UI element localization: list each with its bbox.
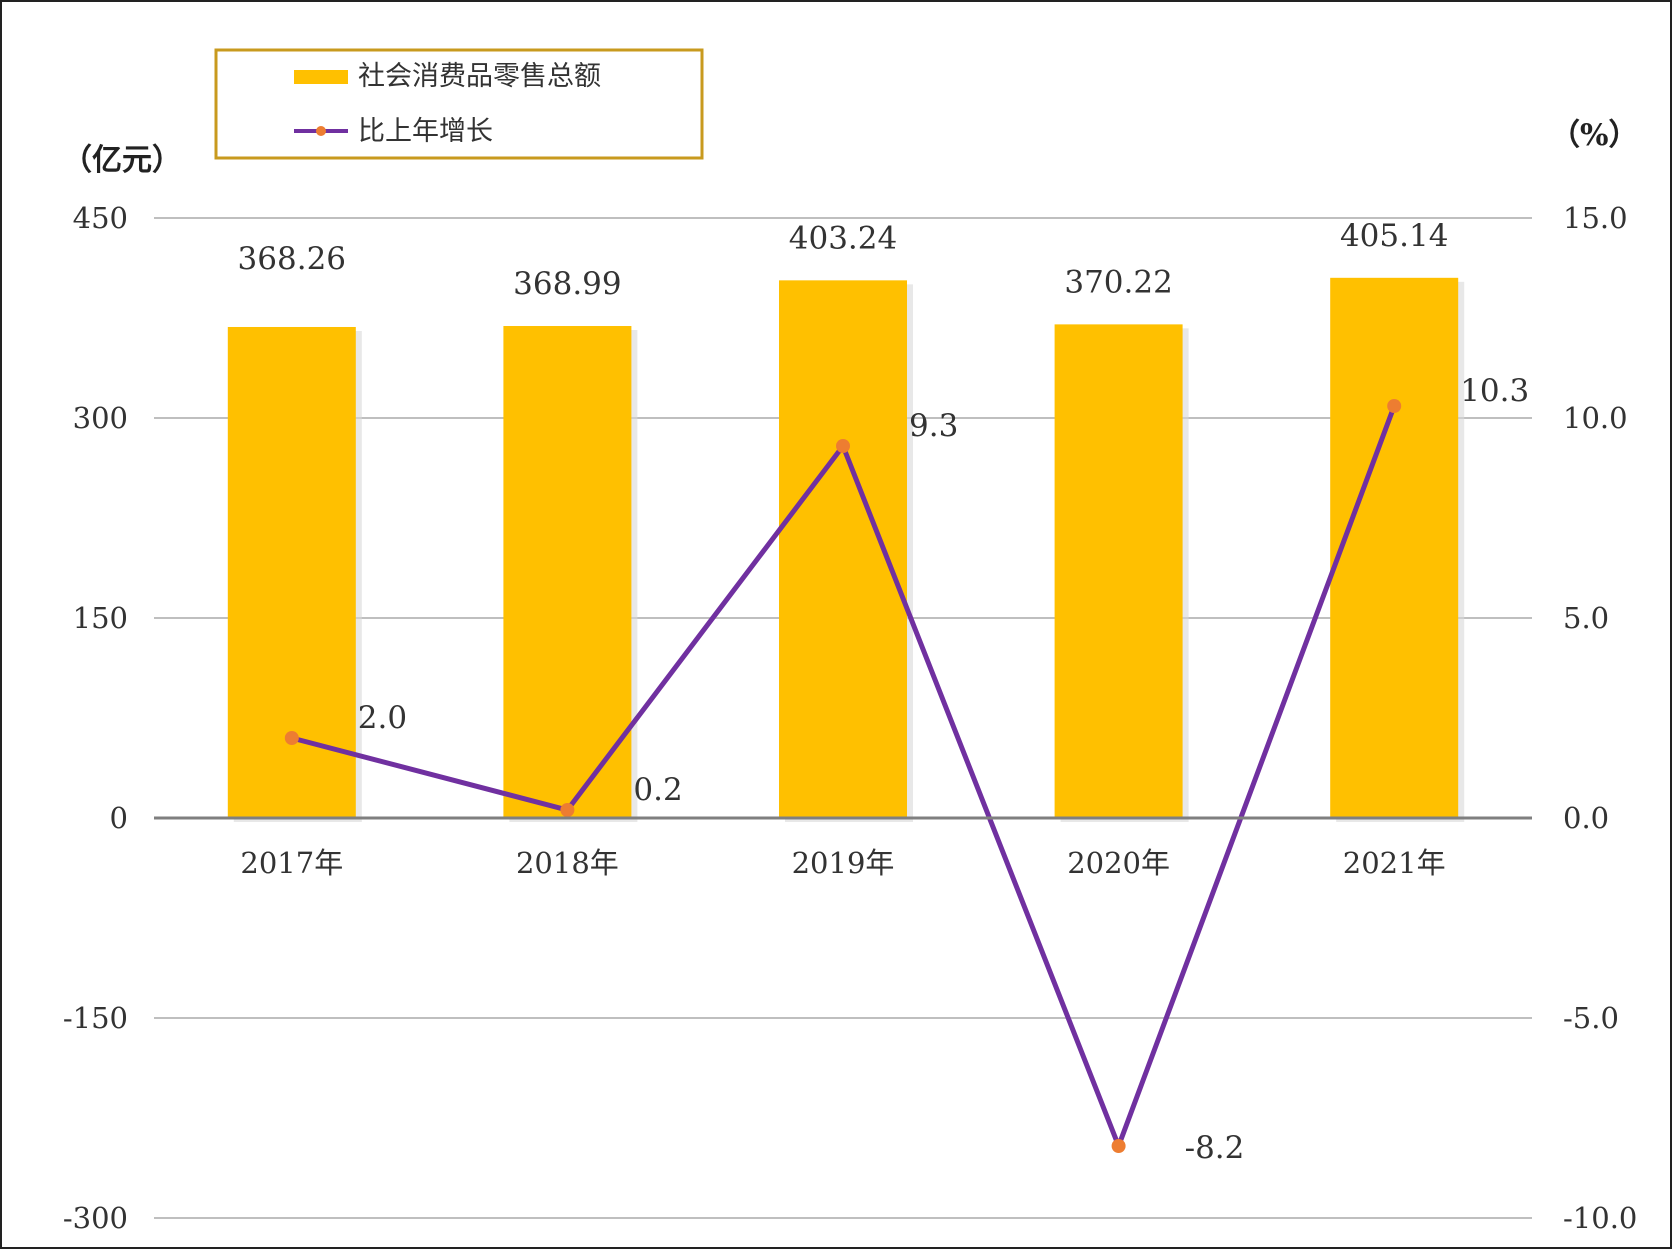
growth-marker [284,731,299,745]
left-axis-unit: （亿元） [62,143,182,178]
right-tick-label: 10.0 [1563,401,1628,435]
right-tick-label: 5.0 [1563,601,1609,635]
legend-box [214,48,704,160]
growth-value-label: -8.2 [1185,1130,1245,1166]
left-tick-label: -300 [63,1201,128,1235]
category-label: 2020年 [1067,846,1170,880]
legend: 社会消费品零售总额 比上年增长 [214,48,704,160]
bar [779,280,907,818]
bar [1330,277,1459,818]
data-labels: 368.26 368.99 403.24 370.22 405.14 2.0 0.2 9.3 -… [238,218,1530,1166]
growth-marker [836,439,850,453]
legend-line-marker [316,126,326,136]
category-label: 2021年 [1343,846,1446,880]
legend-label-retail-sales: 社会消费品零售总额 [358,61,601,92]
left-tick-label: 150 [73,601,128,635]
right-tick-label: 0.0 [1563,801,1609,835]
left-tick-label: 300 [73,401,128,435]
growth-marker [1387,399,1402,413]
left-tick-label: -150 [63,1001,128,1035]
growth-value-label: 2.0 [358,700,407,736]
category-label: 2018年 [516,846,619,880]
right-tick-label: -5.0 [1563,1001,1619,1035]
axes: 450 15.0 300 10.0 150 5.0 0 0.0 -150 -5.0 -300 -10.… [63,201,1638,1235]
bar-value-label: 403.24 [789,220,897,256]
legend-label-growth: 比上年增长 [358,116,493,147]
growth-marker [560,803,575,817]
left-tick-label: 450 [73,201,128,235]
bar-value-label: 405.14 [1340,218,1448,254]
right-axis-unit: （%） [1550,118,1639,153]
growth-value-label: 0.2 [633,772,682,808]
right-tick-label: 15.0 [1563,201,1628,235]
bar [1054,324,1183,818]
bar-series [227,277,1465,822]
category-label: 2019年 [792,846,895,880]
right-tick-label: -10.0 [1563,1201,1637,1235]
bar-value-label: 370.22 [1064,264,1172,300]
bar [503,326,632,818]
growth-marker [1111,1139,1126,1153]
category-label: 2017年 [240,846,343,880]
bar-value-label: 368.99 [513,266,621,302]
growth-value-label: 9.3 [909,408,958,444]
left-tick-label: 0 [110,801,128,835]
legend-bar-swatch [294,70,348,84]
bar-value-label: 368.26 [238,241,346,277]
line-series [284,399,1402,1153]
growth-value-label: 10.3 [1460,373,1529,409]
